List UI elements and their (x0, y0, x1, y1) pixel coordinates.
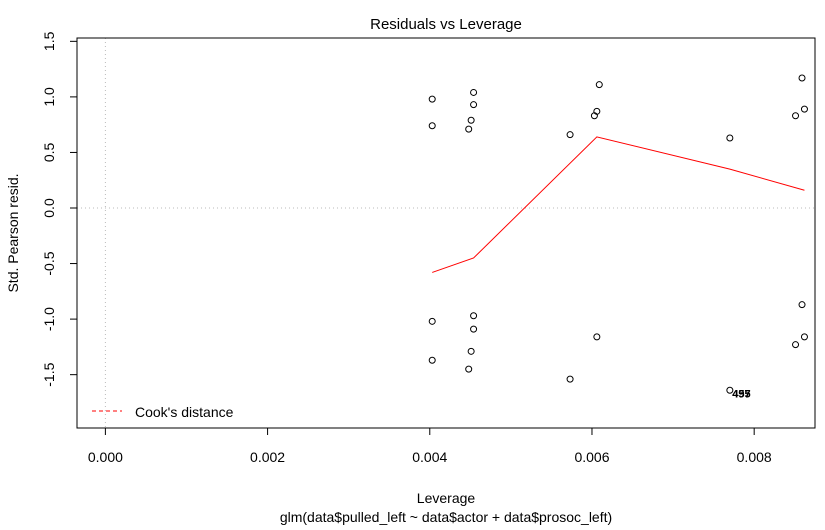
y-tick-label-3: 0.0 (41, 198, 57, 218)
data-point-6 (470, 101, 478, 109)
legend-label-cooks-distance: Cook's distance (135, 404, 234, 420)
x-axis-label: Leverage (417, 490, 476, 506)
data-point-10 (467, 347, 475, 355)
data-point-11 (465, 365, 473, 373)
x-tick-label-1: 0.002 (250, 449, 285, 465)
data-point-21 (798, 74, 806, 82)
model-formula-subtitle: glm(data$pulled_left ~ data$actor + data… (280, 509, 612, 525)
data-point-12 (566, 131, 574, 139)
data-point-24 (800, 333, 808, 341)
data-point-13 (566, 375, 574, 383)
y-axis-label: Std. Pearson resid. (5, 173, 21, 292)
data-point-3 (428, 356, 436, 364)
data-point-1 (428, 122, 436, 130)
data-point-4 (465, 125, 473, 133)
y-tick-label-1: -1.0 (41, 307, 57, 331)
data-point-5 (467, 116, 475, 124)
reference-lines (77, 38, 815, 428)
legend: Cook's distance (92, 404, 234, 420)
data-point-20 (792, 112, 800, 120)
y-tick-label-5: 1.0 (41, 87, 57, 107)
point-label-0: 455 (732, 389, 750, 401)
data-point-25 (792, 341, 800, 349)
data-point-16 (595, 81, 603, 89)
data-point-15 (593, 107, 601, 115)
x-tick-label-2: 0.004 (412, 449, 447, 465)
data-point-7 (470, 88, 478, 96)
data-point-17 (593, 333, 601, 341)
x-tick-label-0: 0.000 (88, 449, 123, 465)
data-point-8 (470, 312, 478, 320)
y-tick-label-4: 0.5 (41, 143, 57, 163)
data-point-22 (800, 105, 808, 113)
x-tick-label-4: 0.008 (737, 449, 772, 465)
y-tick-label-0: -1.5 (41, 362, 57, 386)
data-point-18 (726, 134, 734, 142)
data-point-19 (726, 386, 734, 394)
series-line-0 (432, 136, 805, 273)
data-point-9 (470, 325, 478, 333)
y-tick-label-2: -0.5 (41, 251, 57, 275)
point-label-1: 497 (732, 389, 750, 401)
data-point-2 (428, 317, 436, 325)
x-tick-label-3: 0.006 (574, 449, 609, 465)
chart-title: Residuals vs Leverage (370, 16, 522, 33)
cooks-distance-line (432, 136, 805, 273)
y-tick-label-6: 1.5 (41, 31, 57, 51)
data-point-23 (798, 301, 806, 309)
y-axis: -1.5 -1.0 -0.5 0.0 0.5 1.0 1.5 (41, 31, 78, 387)
data-points (428, 74, 808, 394)
x-axis: 0.000 0.002 0.004 0.006 0.008 (88, 427, 772, 465)
data-point-0 (428, 95, 436, 103)
